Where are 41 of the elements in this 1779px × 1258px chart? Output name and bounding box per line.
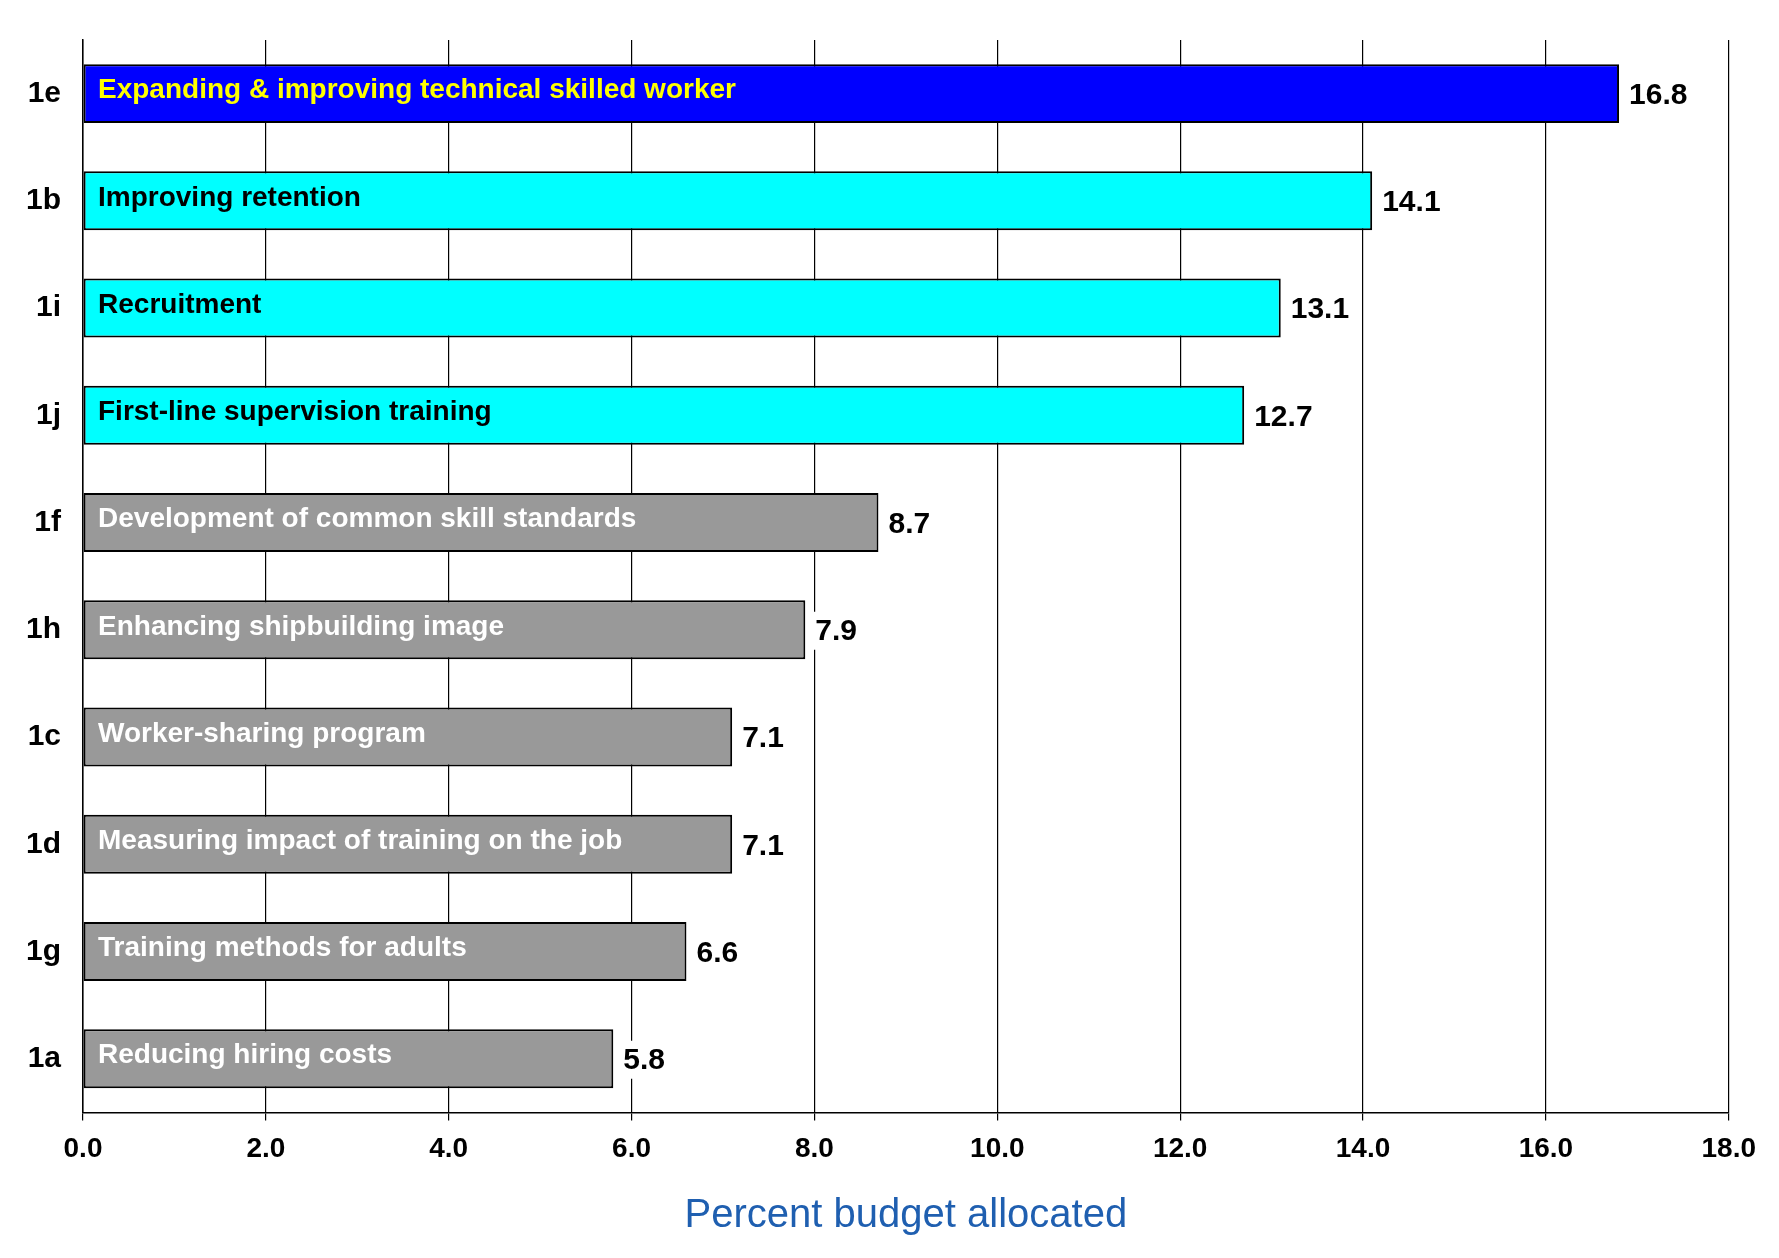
- x-axis-title: Percent budget allocated: [684, 1191, 1128, 1236]
- annotation: First-line supervision training: [98, 395, 492, 427]
- annotation: Improving retention: [98, 180, 361, 212]
- annotation: Reducing hiring costs: [98, 1038, 393, 1070]
- data-label: 13.1: [1290, 291, 1350, 325]
- y-tick-label: 1i: [35, 289, 62, 323]
- data-label: 16.8: [1629, 76, 1688, 110]
- x-tick-label: 4.0: [429, 1131, 469, 1163]
- x-tick-label: 18.0: [1701, 1131, 1756, 1163]
- data-label: 6.6: [696, 934, 739, 968]
- y-tick-label: 1a: [27, 1040, 62, 1074]
- x-tick-label: 14.0: [1335, 1131, 1391, 1163]
- y-tick-label: 1j: [35, 396, 62, 430]
- data-label: 7.1: [742, 827, 784, 861]
- x-tick-label: 2.0: [246, 1131, 286, 1163]
- x-tick-label: 12.0: [1152, 1131, 1208, 1163]
- annotation: Training methods for adults: [98, 931, 467, 963]
- y-tick-label: 1h: [25, 611, 62, 645]
- data-label: 5.8: [623, 1042, 666, 1076]
- data-label: 14.1: [1382, 184, 1441, 218]
- y-tick-label: 1f: [34, 503, 63, 537]
- y-tick-label: 1e: [27, 74, 62, 108]
- x-tick-label: 10.0: [970, 1131, 1025, 1163]
- y-tick-label: 1g: [25, 932, 62, 966]
- x-tick-label: 16.0: [1518, 1131, 1574, 1163]
- x-tick-label: 8.0: [794, 1131, 834, 1163]
- data-label: 12.7: [1254, 398, 1313, 432]
- annotation: Enhancing shipbuilding image: [98, 609, 505, 641]
- annotation: Expanding & improving technical skilled worker: [98, 73, 737, 105]
- data-label: 7.1: [742, 720, 784, 754]
- data-label: 8.7: [888, 505, 931, 539]
- x-tick-label: 6.0: [612, 1131, 652, 1163]
- annotation: Development of common skill standards: [98, 502, 637, 534]
- y-tick-label: 1c: [27, 718, 62, 752]
- annotation: Worker-sharing program: [98, 716, 426, 748]
- y-tick-label: 1d: [25, 825, 62, 859]
- annotation: Measuring impact of training on the job: [98, 824, 623, 856]
- annotation: Recruitment: [98, 287, 262, 319]
- data-label: 7.9: [815, 613, 858, 647]
- x-tick-label: 0.0: [63, 1131, 103, 1163]
- y-tick-label: 1b: [25, 182, 62, 216]
